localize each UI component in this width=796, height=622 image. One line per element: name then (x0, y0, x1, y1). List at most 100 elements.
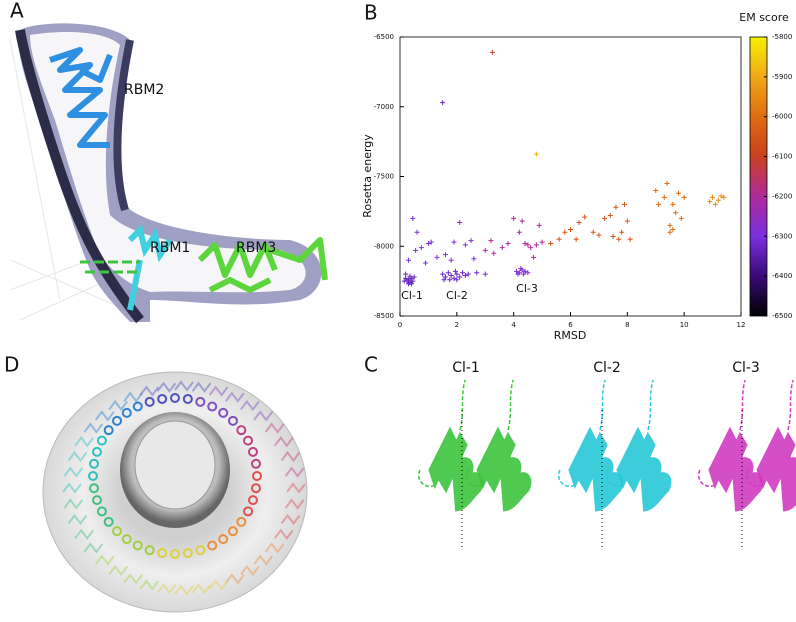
point (653, 187, 659, 193)
subunit-outer (67, 450, 88, 463)
point (590, 229, 596, 235)
point (619, 229, 625, 235)
x-tick-label: 2 (455, 321, 459, 329)
y-tick-label: -8500 (374, 312, 394, 320)
point (462, 242, 468, 248)
point (482, 247, 488, 253)
point (525, 242, 531, 248)
subunit-outer (208, 385, 229, 397)
subunit-outer (95, 410, 115, 422)
cluster-annotation: Cl-1 (401, 289, 423, 302)
subunit (247, 495, 258, 506)
point (519, 218, 525, 224)
point (511, 215, 517, 221)
point (607, 213, 613, 219)
colorbar-tick-label: -6100 (772, 153, 792, 161)
point (533, 151, 539, 157)
colorbar-tick-label: -6300 (772, 232, 792, 240)
subunit (157, 548, 168, 559)
point (514, 268, 520, 274)
point (721, 194, 727, 200)
subunit (89, 483, 100, 494)
point (515, 271, 521, 277)
subunit-outer (156, 583, 177, 595)
cluster-label: Cl-3 (732, 360, 760, 376)
subunit-outer (83, 542, 104, 554)
x-tick-label: 10 (680, 321, 689, 329)
point (505, 240, 511, 246)
point (518, 266, 524, 272)
panel-d-art (42, 371, 308, 613)
point (548, 240, 554, 246)
point (621, 201, 627, 207)
point (471, 256, 477, 262)
point (491, 250, 497, 256)
point (448, 257, 454, 263)
point (406, 277, 412, 283)
subunit (195, 545, 206, 556)
x-tick-label: 8 (625, 321, 629, 329)
point (556, 236, 562, 242)
point (521, 271, 527, 277)
point (423, 260, 429, 266)
point (406, 257, 412, 263)
point (441, 277, 447, 283)
point (539, 239, 545, 245)
subunit-outer (139, 385, 160, 397)
point (582, 214, 588, 220)
y-tick-label: -7500 (374, 173, 394, 181)
subunit-outer (280, 450, 301, 463)
subunit-outer (174, 584, 194, 596)
point (457, 274, 463, 280)
y-tick-label: -8000 (374, 242, 394, 250)
subunit-outer (225, 573, 245, 585)
protein-cartoon (568, 426, 624, 512)
colorbar-tick-label: -6400 (772, 272, 792, 280)
subunit (227, 415, 238, 426)
subunit (96, 435, 107, 446)
subunit (144, 396, 155, 407)
panel-label: C (364, 353, 378, 377)
cluster-label: Cl-2 (593, 360, 621, 376)
point (451, 239, 457, 245)
point (536, 222, 542, 228)
subunit-outer (174, 380, 194, 392)
subunit-outer (225, 391, 245, 403)
panel-label: A (10, 0, 24, 23)
subunit-outer (240, 399, 260, 412)
point (610, 233, 616, 239)
point (616, 236, 622, 242)
subunit (121, 407, 132, 418)
point (465, 271, 471, 277)
subunit-outer (253, 410, 273, 422)
subunit (112, 415, 123, 426)
subunit-outer (139, 579, 160, 591)
protein-cartoon (428, 426, 484, 512)
subunit-outer (63, 466, 84, 478)
subunit (132, 401, 143, 412)
subunit (112, 526, 123, 537)
protein-cartoon (476, 426, 532, 512)
subunit (92, 446, 103, 457)
point (452, 268, 458, 274)
subunit (182, 548, 193, 559)
subunit-outer (123, 573, 143, 585)
subunit (89, 458, 100, 469)
point (403, 275, 409, 281)
point (442, 252, 448, 258)
subunit-outer (240, 564, 260, 577)
point (425, 240, 431, 246)
y-tick-label: -6500 (374, 33, 394, 41)
point (602, 215, 608, 221)
point (568, 227, 573, 233)
subunit-outer (280, 513, 301, 526)
point (401, 278, 407, 284)
point (448, 273, 454, 279)
subunit (103, 516, 114, 527)
cluster-label: Cl-1 (452, 360, 480, 376)
ring (62, 380, 306, 596)
colorbar-tick-label: -6200 (772, 192, 792, 200)
protein-cartoon (616, 426, 672, 512)
point (440, 100, 446, 106)
